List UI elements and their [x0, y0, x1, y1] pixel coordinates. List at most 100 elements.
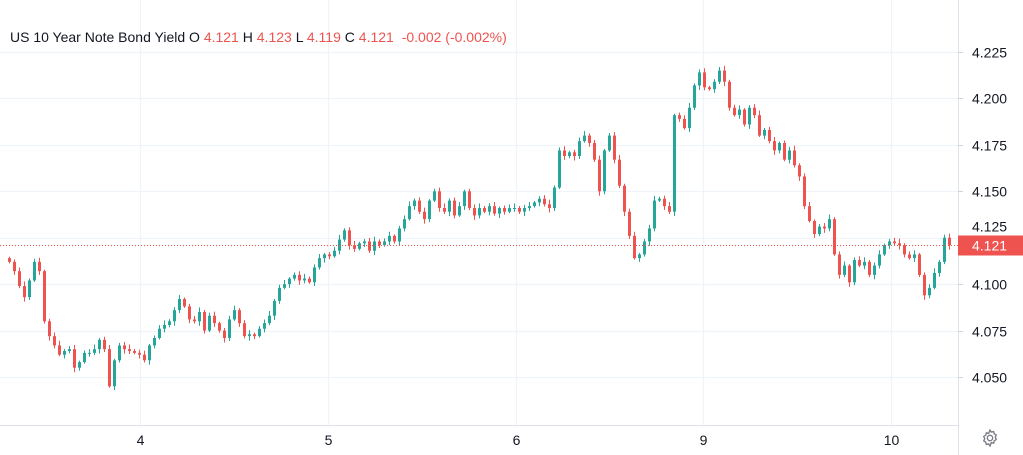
candle-up	[198, 307, 201, 326]
candle-body	[853, 260, 856, 283]
candle-down	[348, 227, 351, 250]
gear-icon[interactable]	[980, 428, 1000, 448]
open-label: O	[189, 29, 200, 45]
candle-body	[773, 141, 776, 151]
candle-up	[358, 241, 361, 251]
candle-body	[663, 198, 666, 207]
candle-up	[148, 343, 151, 365]
candle-body	[48, 321, 51, 337]
last-price-badge	[958, 235, 1023, 256]
close-label: C	[344, 29, 355, 45]
candle-down	[58, 340, 61, 357]
candle-body	[228, 319, 231, 339]
candle-up	[273, 298, 276, 321]
candle-down	[768, 126, 771, 144]
candle-up	[538, 196, 541, 207]
candle-body	[523, 208, 526, 212]
price-tick-label: 4.050	[972, 370, 1007, 386]
candle-up	[498, 206, 501, 219]
price-tick-label: 4.225	[972, 45, 1007, 61]
candle-up	[283, 280, 286, 290]
candle-down	[623, 183, 626, 217]
candle-body	[498, 208, 501, 214]
candle-body	[33, 261, 36, 281]
candle-body	[938, 261, 941, 274]
candle-body	[638, 254, 641, 259]
candle-body	[168, 321, 171, 326]
candle-up	[828, 214, 831, 232]
candle-body	[753, 107, 756, 116]
candle-body	[943, 237, 946, 262]
candle-up	[458, 202, 461, 217]
candle-down	[298, 271, 301, 285]
candle-body	[598, 159, 601, 192]
candle-body	[408, 206, 411, 220]
candle-up	[738, 105, 741, 119]
candle-up	[448, 198, 451, 217]
candle-up	[318, 254, 321, 270]
candle-down	[23, 281, 26, 302]
candle-up	[313, 264, 316, 287]
candle-up	[398, 225, 401, 246]
candle-body	[463, 191, 466, 207]
candle-body	[63, 351, 66, 355]
candle-body	[528, 206, 531, 209]
candle-up	[638, 252, 641, 262]
candle-body	[438, 191, 441, 209]
candle-body	[308, 278, 311, 283]
candle-body	[903, 245, 906, 255]
candle-body	[383, 241, 386, 246]
candle-body	[503, 208, 506, 212]
candle-body	[423, 211, 426, 220]
candle-down	[808, 202, 811, 223]
candle-body	[313, 267, 316, 283]
candle-body	[193, 319, 196, 322]
candle-body	[138, 352, 141, 355]
candle-up	[513, 203, 516, 212]
candle-body	[183, 299, 186, 307]
candle-body	[628, 211, 631, 236]
symbol-name: US 10 Year Note Bond Yield	[10, 29, 186, 45]
price-tick-label: 4.150	[972, 184, 1007, 200]
candle-body	[203, 312, 206, 331]
candle-body	[428, 200, 431, 220]
candle-down	[73, 345, 76, 373]
candle-down	[613, 131, 616, 164]
candle-up	[818, 224, 821, 237]
candle-down	[443, 203, 446, 214]
candle-body	[788, 150, 791, 160]
candle-down	[213, 311, 216, 327]
candle-up	[888, 238, 891, 249]
candle-down	[43, 269, 46, 324]
candle-body	[443, 208, 446, 212]
time-tick-label: 9	[700, 432, 708, 448]
candle-body	[728, 81, 731, 108]
candle-up	[933, 268, 936, 290]
candle-body	[83, 352, 86, 363]
candle-body	[583, 135, 586, 142]
candle-up	[363, 238, 366, 248]
candle-down	[193, 315, 196, 324]
candle-body	[288, 278, 291, 285]
candle-down	[243, 320, 246, 339]
time-axis[interactable]: 4 5 6 9 10	[137, 432, 900, 448]
candle-body	[803, 176, 806, 207]
price-axis[interactable]: 4.225 4.200 4.175 4.150 4.125 4.100 4.075 4.050	[958, 45, 1007, 386]
candle-up	[78, 360, 81, 371]
candle-down	[783, 140, 786, 162]
candle-up	[928, 284, 931, 299]
candle-up	[763, 127, 766, 140]
candle-up	[33, 258, 36, 282]
candle-up	[233, 305, 236, 321]
candle-up	[913, 250, 916, 262]
candle-body	[878, 254, 881, 266]
candle-down	[773, 137, 776, 155]
candle-up	[413, 198, 416, 210]
candle-up	[873, 262, 876, 280]
candle-up	[158, 325, 161, 340]
time-tick-label: 5	[325, 432, 333, 448]
candle-body	[823, 226, 826, 229]
candle-body	[368, 241, 371, 251]
price-tick-label: 4.100	[972, 277, 1007, 293]
